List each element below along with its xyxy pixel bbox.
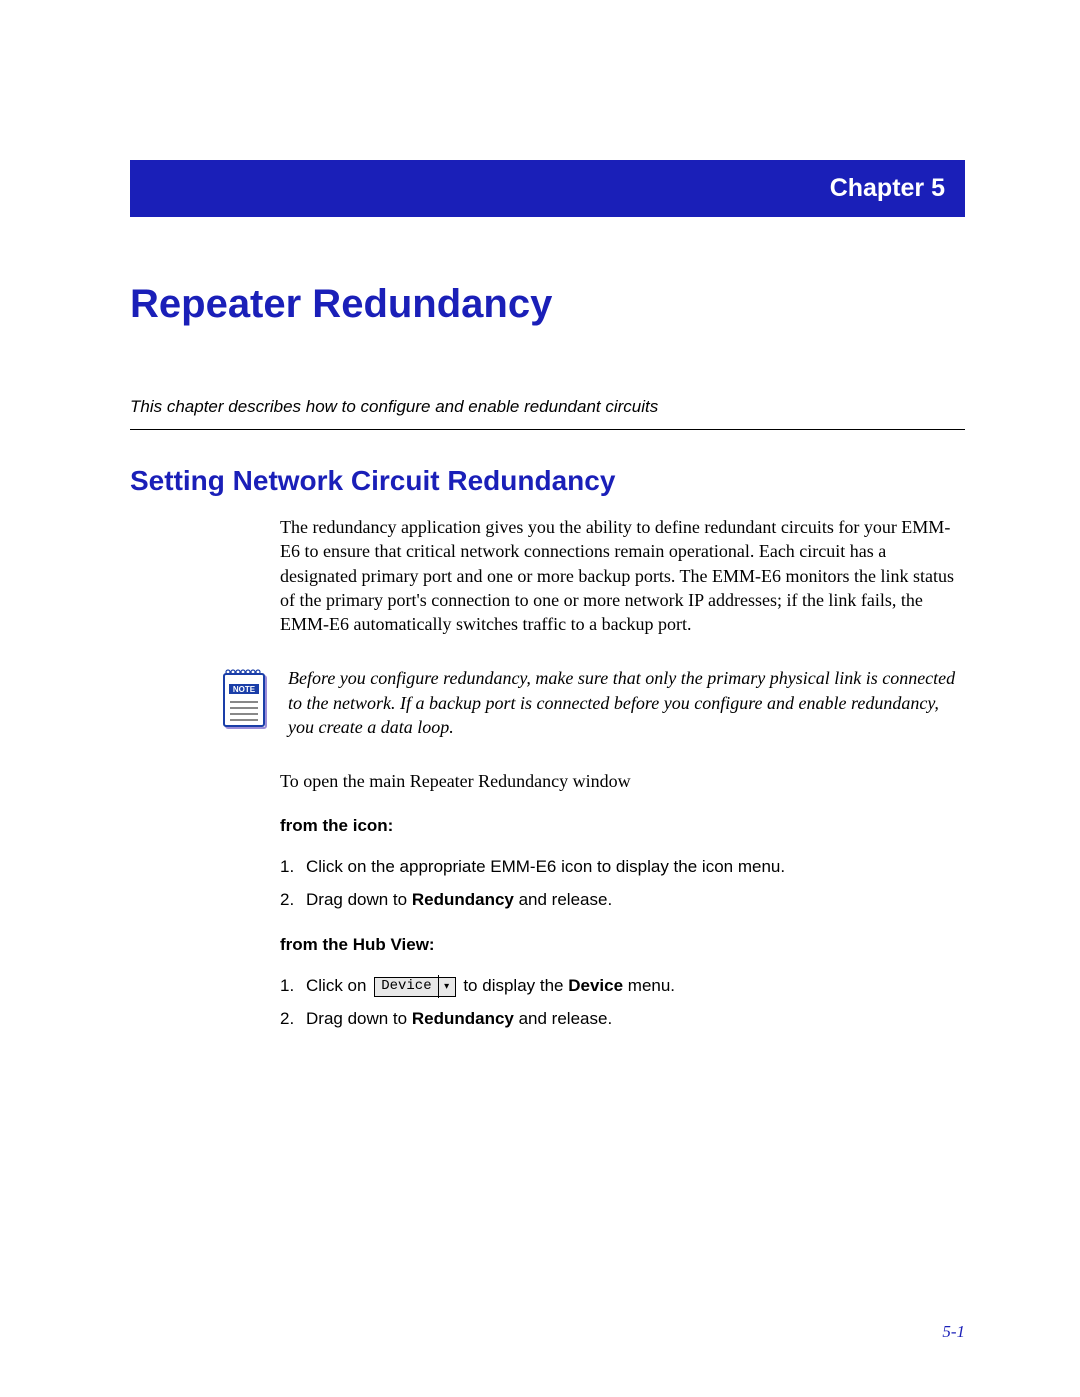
list-item: 1. Click on the appropriate EMM-E6 icon … (280, 853, 965, 880)
from-hub-steps: 1. Click on Device▾ to display the Devic… (280, 972, 965, 1032)
text-fragment: to display the (459, 976, 569, 995)
text-bold: Redundancy (412, 1009, 514, 1028)
instruction-intro: To open the main Repeater Redundancy win… (280, 769, 965, 793)
note-block: NOTE Before you configure redundancy, ma… (220, 666, 965, 739)
chevron-down-icon: ▾ (439, 979, 455, 995)
note-label: NOTE (233, 685, 256, 694)
step-number: 1. (280, 853, 306, 880)
from-hub-heading: from the Hub View: (280, 935, 965, 955)
section-title: Setting Network Circuit Redundancy (130, 465, 965, 497)
text-fragment: and release. (514, 1009, 612, 1028)
step-number: 2. (280, 886, 306, 913)
device-dropdown[interactable]: Device▾ (374, 977, 455, 997)
text-fragment: and release. (514, 890, 612, 909)
from-icon-heading: from the icon: (280, 816, 965, 836)
text-bold: Device (568, 976, 623, 995)
list-item: 2. Drag down to Redundancy and release. (280, 886, 965, 913)
text-fragment: Click on (306, 976, 371, 995)
step-text: Click on the appropriate EMM-E6 icon to … (306, 853, 785, 880)
step-text: Drag down to Redundancy and release. (306, 886, 612, 913)
step-number: 1. (280, 972, 306, 999)
step-number: 2. (280, 1005, 306, 1032)
chapter-title: Repeater Redundancy (130, 282, 965, 327)
step-text: Drag down to Redundancy and release. (306, 1005, 612, 1032)
step-text: Click on Device▾ to display the Device m… (306, 972, 675, 999)
section-body: The redundancy application gives you the… (280, 515, 965, 636)
list-item: 2. Drag down to Redundancy and release. (280, 1005, 965, 1032)
from-icon-steps: 1. Click on the appropriate EMM-E6 icon … (280, 853, 965, 913)
note-text: Before you configure redundancy, make su… (288, 666, 965, 739)
chapter-bar: Chapter 5 (130, 160, 965, 217)
chapter-description: This chapter describes how to configure … (130, 397, 965, 430)
list-item: 1. Click on Device▾ to display the Devic… (280, 972, 965, 999)
page-number: 5-1 (942, 1322, 965, 1342)
text-fragment: Drag down to (306, 890, 412, 909)
note-icon: NOTE (220, 666, 270, 737)
dropdown-label: Device (375, 975, 438, 997)
text-fragment: Drag down to (306, 1009, 412, 1028)
text-fragment: menu. (623, 976, 675, 995)
text-bold: Redundancy (412, 890, 514, 909)
